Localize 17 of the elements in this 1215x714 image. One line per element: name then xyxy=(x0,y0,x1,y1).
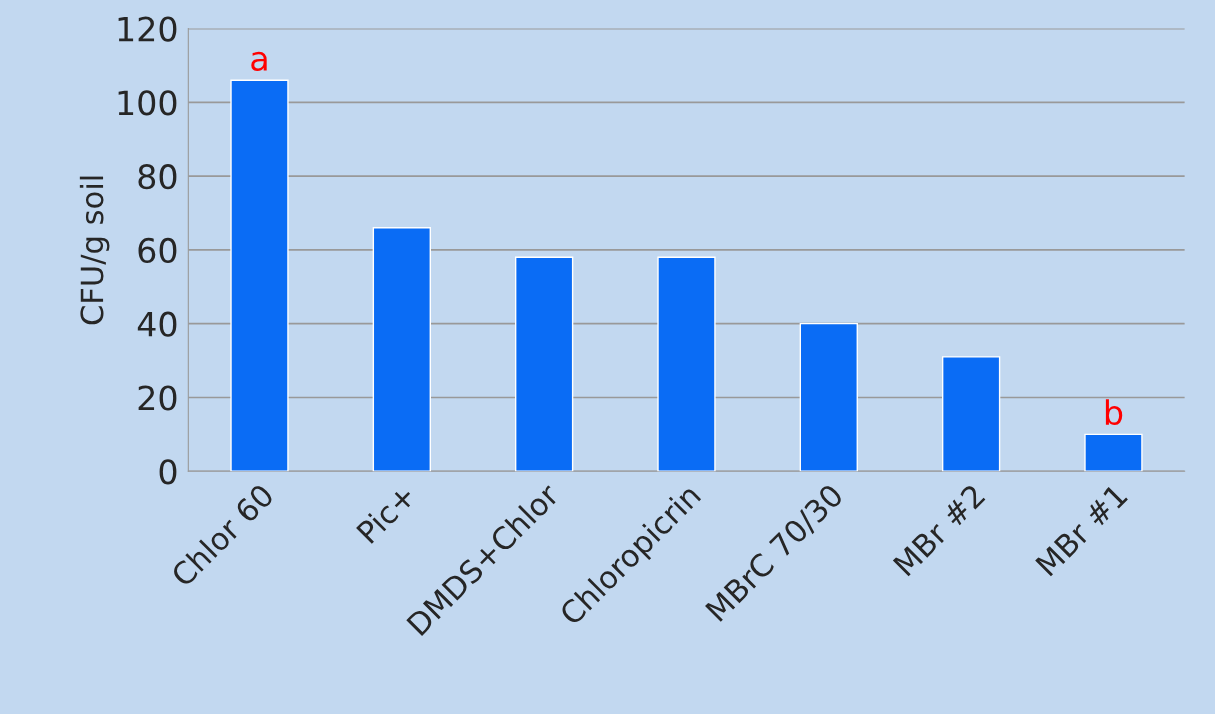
y-tick-label: 100 xyxy=(118,90,177,116)
bar xyxy=(514,256,574,472)
bar xyxy=(657,256,716,472)
y-tick-label: 0 xyxy=(159,459,177,485)
annotation: b xyxy=(1105,399,1123,426)
bar xyxy=(799,322,858,472)
annotation: a xyxy=(251,51,267,71)
bar xyxy=(372,227,431,472)
bar xyxy=(941,356,1001,472)
bar xyxy=(230,79,289,472)
y-tick-label: 80 xyxy=(138,164,177,190)
y-tick-label: 40 xyxy=(137,311,177,337)
y-tick-label: 20 xyxy=(138,385,177,411)
bar xyxy=(1084,433,1143,472)
y-tick-label: 60 xyxy=(138,237,177,264)
y-axis-title: CFU/g soil xyxy=(79,176,110,325)
y-tick-label: 120 xyxy=(118,16,177,42)
